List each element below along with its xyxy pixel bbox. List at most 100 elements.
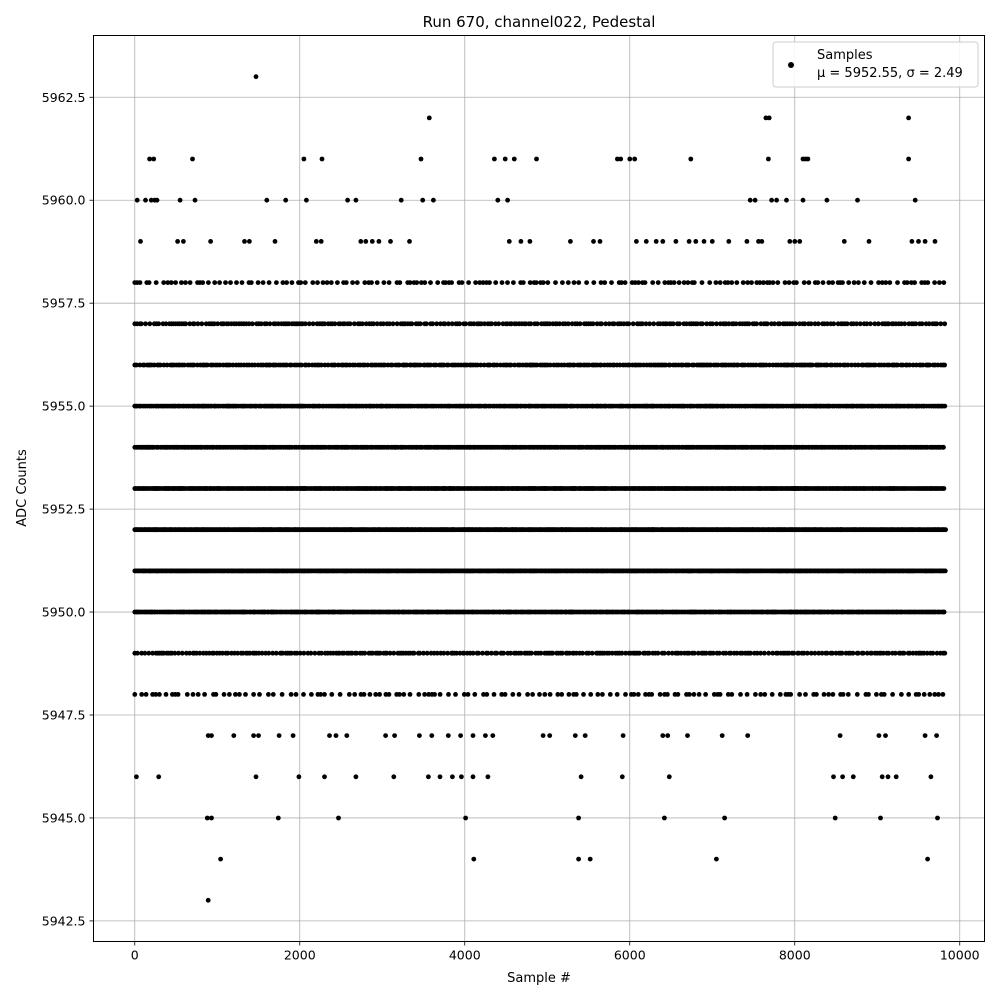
chart-title: Run 670, channel022, Pedestal bbox=[423, 13, 656, 31]
data-point bbox=[250, 321, 255, 327]
data-point bbox=[361, 692, 367, 697]
data-point bbox=[675, 692, 681, 697]
data-point bbox=[788, 692, 794, 697]
data-point bbox=[876, 321, 881, 327]
data-point bbox=[428, 280, 433, 285]
data-point bbox=[635, 692, 641, 697]
data-point bbox=[223, 280, 228, 285]
data-point bbox=[457, 321, 463, 327]
data-point bbox=[350, 280, 355, 285]
data-point bbox=[599, 321, 604, 327]
data-point bbox=[665, 692, 670, 697]
data-point bbox=[868, 321, 873, 327]
data-point bbox=[916, 692, 922, 697]
data-point bbox=[703, 692, 708, 697]
data-point bbox=[274, 280, 279, 285]
data-point bbox=[386, 692, 392, 697]
data-point bbox=[630, 321, 636, 327]
data-point bbox=[815, 321, 821, 327]
data-point bbox=[622, 280, 628, 285]
data-point bbox=[397, 692, 402, 697]
data-point bbox=[662, 650, 667, 656]
data-point bbox=[237, 692, 242, 697]
data-point bbox=[289, 280, 295, 285]
data-point bbox=[571, 280, 577, 285]
data-point bbox=[322, 692, 327, 697]
data-point bbox=[435, 280, 441, 285]
data-point bbox=[511, 280, 516, 285]
data-point bbox=[453, 692, 458, 697]
data-point bbox=[502, 692, 508, 697]
data-point bbox=[132, 692, 138, 697]
data-point bbox=[146, 280, 152, 285]
data-point bbox=[764, 321, 770, 327]
data-point bbox=[228, 280, 233, 285]
data-point bbox=[580, 650, 585, 656]
data-point bbox=[494, 650, 500, 656]
data-point bbox=[566, 692, 572, 697]
data-point bbox=[473, 280, 478, 285]
data-point bbox=[559, 692, 565, 697]
data-point bbox=[942, 362, 947, 368]
data-point bbox=[472, 692, 478, 697]
data-point bbox=[793, 321, 798, 327]
data-point bbox=[367, 692, 373, 697]
data-point bbox=[255, 280, 261, 285]
data-point bbox=[135, 650, 140, 656]
data-point bbox=[600, 692, 605, 697]
data-point bbox=[941, 609, 947, 615]
data-point bbox=[422, 280, 428, 285]
data-point bbox=[530, 692, 535, 697]
data-point bbox=[649, 692, 655, 697]
data-point bbox=[584, 280, 589, 285]
data-point bbox=[565, 280, 571, 285]
data-point bbox=[607, 692, 613, 697]
data-point bbox=[309, 692, 314, 697]
data-point bbox=[717, 692, 723, 697]
data-point bbox=[251, 692, 256, 697]
data-point bbox=[942, 650, 948, 656]
data-point bbox=[744, 692, 750, 697]
data-point bbox=[803, 692, 808, 697]
data-point bbox=[942, 568, 948, 574]
data-point bbox=[217, 280, 223, 285]
data-point bbox=[212, 280, 218, 285]
data-point bbox=[576, 280, 582, 285]
data-point bbox=[279, 692, 285, 697]
data-point bbox=[533, 280, 539, 285]
data-point bbox=[243, 692, 248, 697]
data-point bbox=[328, 280, 334, 285]
data-point bbox=[143, 321, 148, 327]
data-point bbox=[581, 692, 586, 697]
data-point bbox=[416, 692, 422, 697]
data-point bbox=[199, 321, 205, 327]
data-point bbox=[614, 692, 620, 697]
data-point bbox=[147, 321, 153, 327]
data-point bbox=[941, 486, 947, 491]
data-point bbox=[942, 403, 948, 409]
data-point bbox=[260, 280, 266, 285]
data-point bbox=[655, 650, 661, 656]
data-point bbox=[901, 650, 907, 656]
data-point bbox=[927, 692, 933, 697]
data-point bbox=[499, 280, 505, 285]
data-point bbox=[301, 692, 306, 697]
data-point bbox=[414, 280, 420, 285]
data-point bbox=[266, 692, 271, 697]
data-point bbox=[520, 280, 526, 285]
data-point bbox=[418, 321, 423, 327]
data-point bbox=[354, 280, 360, 285]
data-point bbox=[941, 444, 946, 450]
data-point bbox=[943, 527, 948, 533]
data-point bbox=[381, 280, 387, 285]
data-point bbox=[510, 692, 516, 697]
data-point bbox=[320, 280, 326, 285]
data-point bbox=[769, 692, 775, 697]
data-point bbox=[591, 280, 597, 285]
data-point bbox=[183, 321, 189, 327]
data-point bbox=[202, 692, 208, 697]
data-point bbox=[397, 280, 403, 285]
data-point bbox=[183, 280, 188, 285]
data-point bbox=[936, 692, 941, 697]
